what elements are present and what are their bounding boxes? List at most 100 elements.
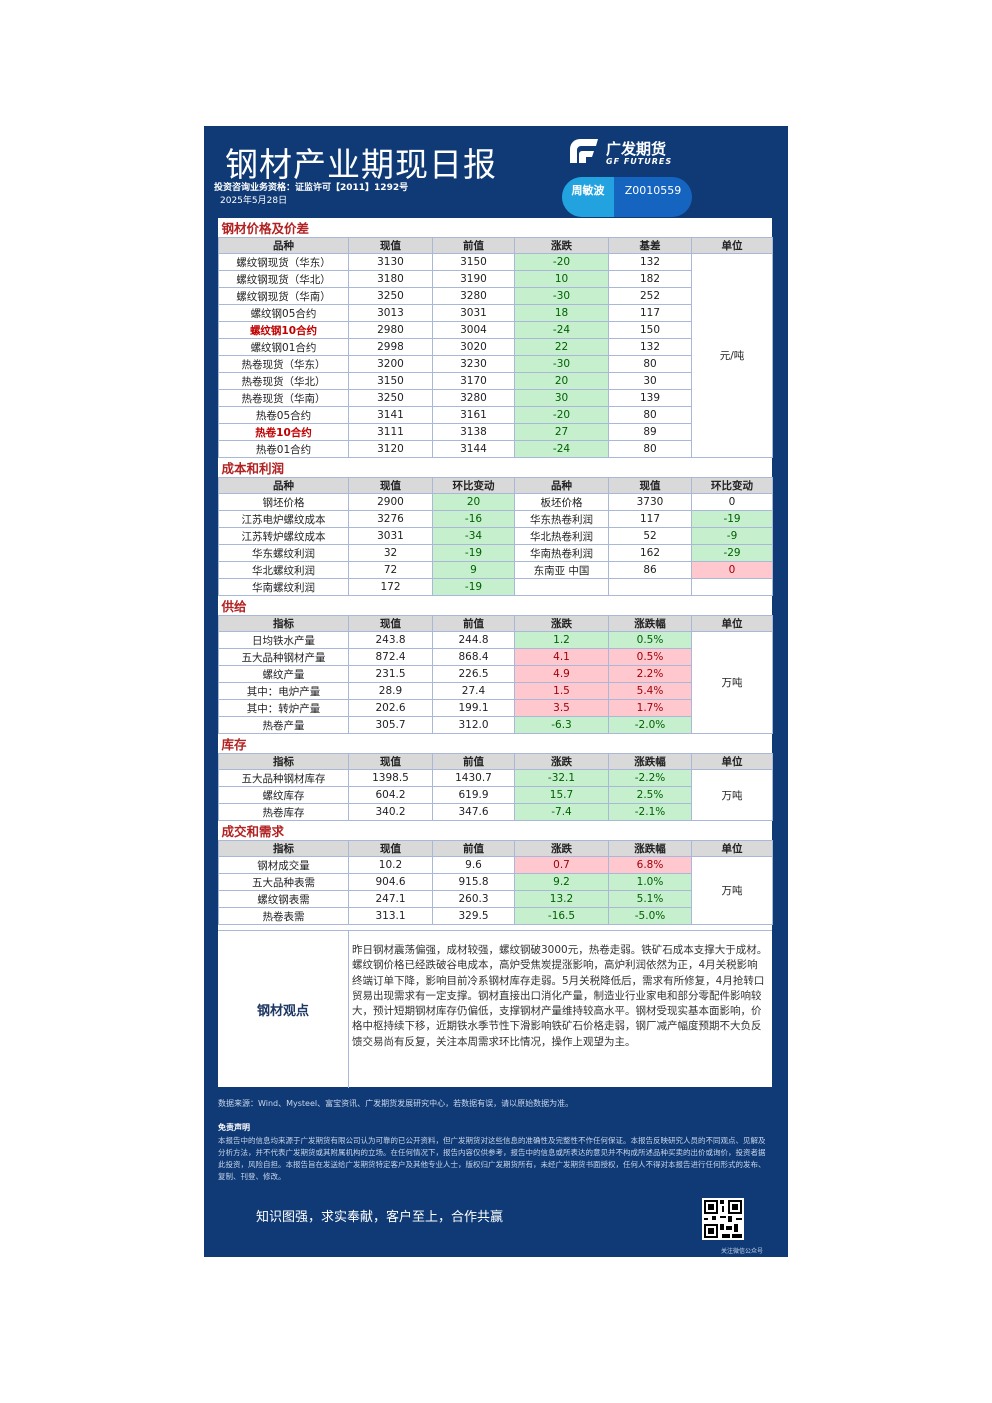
column-header: 单位 (690, 615, 774, 632)
column-header: 前值 (432, 753, 515, 770)
cell: 9.6 (432, 856, 515, 874)
header-row: 指标 现值 前值 涨跌 涨跌幅 单位 (218, 840, 774, 857)
section-title: 库存 (221, 737, 247, 752)
cell: -2.0% (608, 716, 692, 734)
row-label: 华南螺纹利润 (218, 578, 349, 596)
data-row: 螺纹钢现货（华北） 3180 3190 10 182 (218, 270, 773, 288)
report-title: 钢材产业期现日报 (225, 145, 497, 184)
cell: 3141 (348, 406, 433, 424)
data-row: 螺纹钢表需 247.1 260.3 13.2 5.1% (218, 890, 773, 908)
cell: 3170 (432, 372, 515, 390)
cell: 329.5 (432, 907, 515, 925)
data-row: 螺纹钢10合约 2980 3004 -24 150 (218, 321, 773, 339)
cell: 32 (348, 544, 433, 562)
column-header: 环比变动 (432, 477, 515, 494)
cell: 3031 (432, 304, 515, 322)
column-header: 品种 (218, 237, 349, 254)
cell: 868.4 (432, 648, 515, 666)
row-label: 螺纹产量 (218, 665, 349, 683)
data-row: 钢坯价格 2900 20 板坯价格 3730 0 (218, 493, 774, 511)
column-header: 现值 (348, 615, 433, 632)
row-label: 螺纹库存 (218, 786, 349, 804)
header-row: 品种 现值 前值 涨跌 基差 单位 (218, 237, 774, 254)
cell: -19 (690, 510, 774, 528)
cell: 604.2 (348, 786, 433, 804)
disclaimer: 本报告中的信息均来源于广发期货有限公司认为可靠的已公开资料，但广发期货对这些信息… (218, 1136, 766, 1181)
cell: 243.8 (348, 631, 433, 649)
cell: 3020 (432, 338, 515, 356)
cell: -9 (690, 527, 774, 545)
cell: 247.1 (348, 890, 433, 908)
cell: 板坯价格 (514, 493, 609, 511)
data-row: 热卷01合约 3120 3144 -24 80 (218, 440, 773, 458)
cell: 86 (608, 561, 692, 579)
cell: -24 (514, 440, 609, 458)
column-header: 指标 (218, 753, 349, 770)
report-date: 2025年5月28日 (220, 196, 288, 206)
cell: 1430.7 (432, 769, 515, 787)
section-title-row: 供给 (219, 596, 773, 616)
disclaimer-title: 免责声明 (218, 1123, 250, 1132)
data-row: 热卷表需 313.1 329.5 -16.5 -5.0% (218, 907, 773, 925)
cell: 132 (608, 253, 692, 271)
cell: 915.8 (432, 873, 515, 891)
cell: -19 (432, 578, 515, 596)
row-label: 热卷现货（华东） (218, 355, 349, 373)
section-title: 成交和需求 (221, 824, 285, 839)
cell: 3200 (348, 355, 433, 373)
cell: 2998 (348, 338, 433, 356)
logo-mark (570, 139, 598, 163)
content: 钢材价格及价差 品种 现值 前值 涨跌 基差 单位 螺纹钢现货（华东） 3130 3150 -20 1… (218, 218, 774, 1088)
cell: 3280 (432, 389, 515, 407)
cell: 226.5 (432, 665, 515, 683)
row-label: 其中：电炉产量 (218, 682, 349, 700)
cell: 华北热卷利润 (514, 527, 609, 545)
column-header: 前值 (432, 840, 515, 857)
cell: 117 (608, 510, 692, 528)
cell: 4.9 (514, 665, 609, 683)
column-header: 涨跌幅 (608, 753, 692, 770)
cell: 872.4 (348, 648, 433, 666)
cell: 72 (348, 561, 433, 579)
cell: 199.1 (432, 699, 515, 717)
row-label: 热卷01合约 (218, 440, 349, 458)
cell: 80 (608, 355, 692, 373)
data-row: 江苏转炉螺纹成本 3031 -34 华北热卷利润 52 -9 (218, 527, 774, 545)
column-header: 基差 (608, 237, 692, 254)
row-label: 五大品种表需 (218, 873, 349, 891)
data-row: 日均铁水产量 243.8 244.8 1.2 0.5% 万吨 (218, 631, 774, 734)
cell: 132 (608, 338, 692, 356)
cell: 3230 (432, 355, 515, 373)
cell: -29 (690, 544, 774, 562)
row-label: 钢坯价格 (218, 493, 349, 511)
row-label: 华北螺纹利润 (218, 561, 349, 579)
cell: 3111 (348, 423, 433, 441)
data-row: 螺纹钢现货（华南） 3250 3280 -30 252 (218, 287, 773, 305)
cell: -20 (514, 253, 609, 271)
data-row: 螺纹库存 604.2 619.9 15.7 2.5% (218, 786, 773, 804)
column-header: 前值 (432, 615, 515, 632)
cell: 28.9 (348, 682, 433, 700)
column-header: 品种 (218, 477, 349, 494)
cell: 340.2 (348, 803, 433, 821)
cell: 30 (608, 372, 692, 390)
analyst-badge: 周敏波 Z0010559 (562, 177, 692, 217)
cell: -6.3 (514, 716, 609, 734)
cell: 30 (514, 389, 609, 407)
column-header: 品种 (514, 477, 609, 494)
column-header: 涨跌 (514, 753, 609, 770)
cell: 0 (690, 561, 774, 579)
cell: 3150 (348, 372, 433, 390)
column-header: 涨跌 (514, 840, 609, 857)
cell: 27.4 (432, 682, 515, 700)
cell: -7.4 (514, 803, 609, 821)
cell: 313.1 (348, 907, 433, 925)
cell: 312.0 (432, 716, 515, 734)
cell: 3730 (608, 493, 692, 511)
column-header: 现值 (348, 840, 433, 857)
data-row: 钢材成交量 10.2 9.6 0.7 6.8% 万吨 (218, 856, 774, 925)
cell: 347.6 (432, 803, 515, 821)
unit: 万吨 (690, 769, 774, 821)
opinion-label: 钢材观点 (218, 931, 349, 1088)
